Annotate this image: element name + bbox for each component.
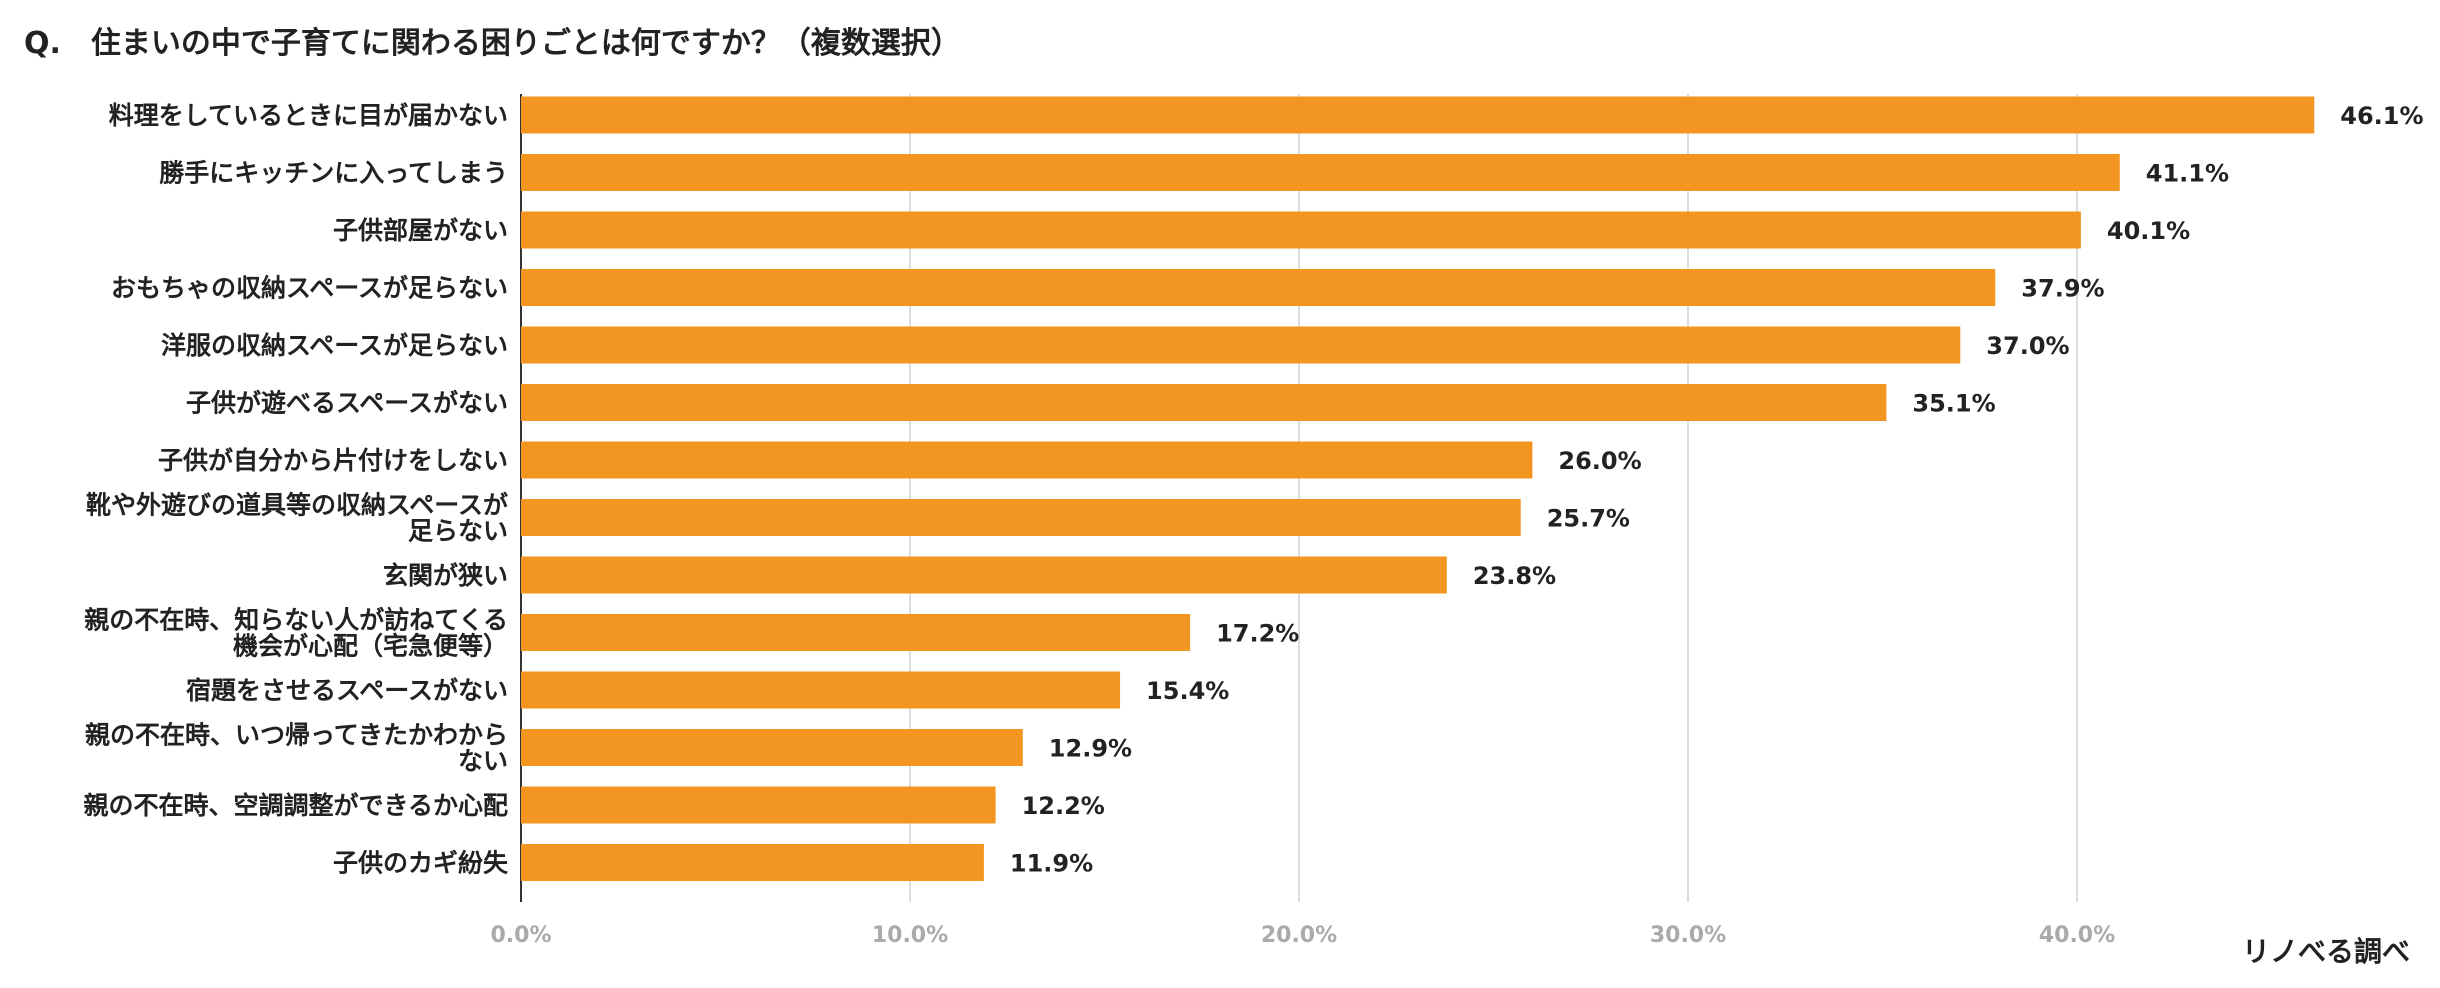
- category-labels: 料理をしているときに目が届かない勝手にキッチンに入ってしまう子供部屋がないおもち…: [83, 101, 509, 878]
- value-label: 40.1%: [2107, 217, 2190, 245]
- category-label: 子供が遊べるスペースがない: [186, 389, 508, 418]
- x-tick-label: 30.0%: [1650, 923, 1726, 948]
- bar: [521, 499, 1521, 536]
- x-tick-labels: 0.0% 10.0% 20.0% 30.0% 40.0%: [490, 923, 2115, 948]
- bar: [521, 671, 1121, 709]
- category-label: 親の不在時、空調調整ができるか心配: [83, 791, 508, 820]
- category-label: 親の不在時、知らない人が訪ねてくる機会が心配（宅急便等）: [84, 606, 508, 661]
- category-label: 子供のカギ紛失: [333, 849, 509, 878]
- value-label: 17.2%: [1216, 620, 1299, 648]
- bars: [521, 96, 2315, 881]
- value-label: 35.1%: [1912, 390, 1995, 418]
- bar: [521, 211, 2081, 249]
- value-label: 37.0%: [1986, 332, 2069, 360]
- category-label: 子供が自分から片付けをしない: [158, 446, 508, 475]
- category-label: 宿題をさせるスペースがない: [186, 676, 508, 705]
- category-label: 靴や外遊びの道具等の収納スペースが足らない: [86, 491, 508, 546]
- category-label: 洋服の収納スペースが足らない: [161, 331, 508, 360]
- chart-title: Q. 住まいの中で子育てに関わる困りごとは何ですか？（複数選択）: [24, 26, 961, 61]
- value-label: 37.9%: [2021, 275, 2104, 303]
- bar: [521, 441, 1533, 479]
- x-tick-label: 0.0%: [490, 923, 551, 948]
- value-label: 12.9%: [1049, 735, 1132, 763]
- bar: [521, 154, 2120, 191]
- category-label: 親の不在時、いつ帰ってきたかわからない: [85, 721, 508, 776]
- x-tick-label: 10.0%: [872, 923, 948, 948]
- value-label: 41.1%: [2146, 160, 2229, 188]
- value-label: 46.1%: [2340, 102, 2423, 130]
- category-label: おもちゃの収納スペースが足らない: [111, 274, 508, 303]
- bar: [521, 556, 1447, 594]
- x-tick-label: 40.0%: [2039, 923, 2115, 948]
- bar: [521, 269, 1996, 306]
- category-label: 玄関が狭い: [383, 561, 508, 590]
- bar: [521, 614, 1191, 651]
- value-label: 26.0%: [1558, 447, 1641, 475]
- value-label: 15.4%: [1146, 677, 1229, 705]
- bar: [521, 786, 996, 824]
- bar: [521, 326, 1961, 364]
- value-label: 11.9%: [1010, 850, 1093, 878]
- source-note: リノべる調べ: [2241, 935, 2410, 968]
- bar: [521, 729, 1023, 766]
- x-tick-label: 20.0%: [1261, 923, 1337, 948]
- value-label: 12.2%: [1022, 792, 1105, 820]
- value-label: 23.8%: [1473, 562, 1556, 590]
- bar: [521, 844, 984, 881]
- value-labels: 46.1% 41.1% 40.1% 37.9% 37.0% 35.1% 26.0% 25.7%…: [1010, 102, 2424, 878]
- category-label: 勝手にキッチンに入ってしまう: [159, 159, 508, 188]
- category-label: 料理をしているときに目が届かない: [109, 101, 508, 130]
- category-label: 子供部屋がない: [333, 216, 508, 245]
- bar: [521, 96, 2315, 134]
- bar: [521, 384, 1887, 421]
- value-label: 25.7%: [1547, 505, 1630, 533]
